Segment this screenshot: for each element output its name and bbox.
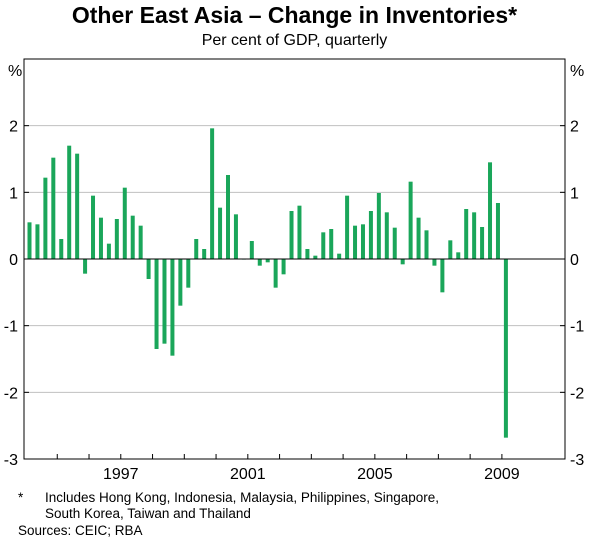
bar [472,212,477,259]
footnote: * Includes Hong Kong, Indonesia, Malaysi… [18,490,439,522]
bar [35,224,40,259]
bar [210,128,215,259]
bar [321,232,326,259]
bar [416,217,421,259]
bar [98,217,103,259]
bar [273,259,278,288]
x-tick-label: 2001 [230,466,266,483]
bar [146,259,151,279]
bar [138,225,143,259]
bar [281,259,286,275]
bar [345,195,350,259]
bar [432,259,437,266]
y-tick-label-left: 2 [9,119,18,136]
x-tick-label: 2009 [484,466,520,483]
bar [368,211,373,259]
sources: Sources: CEIC; RBA [18,523,143,538]
bar [114,219,119,259]
bar [360,224,365,259]
x-tick-label: 2005 [357,466,393,483]
bar [424,230,429,259]
bar [218,207,223,259]
y-tick-label-right: -2 [570,385,584,402]
bar [249,241,254,259]
bar [297,205,302,259]
bar [329,229,334,259]
bar [91,195,96,259]
bar [51,157,56,259]
y-tick-label-right: -1 [570,319,584,336]
bar [67,145,72,259]
x-tick-label: 1997 [103,466,139,483]
bar [43,177,48,259]
bar [495,203,500,259]
footnote-line-1: Includes Hong Kong, Indonesia, Malaysia,… [45,490,439,505]
right-axis-unit: % [570,63,584,80]
footnote-marker: * [18,490,24,505]
bar [353,225,358,259]
bar [313,255,318,259]
y-tick-label-right: 0 [570,252,579,269]
bar [448,240,453,259]
gridlines [24,125,565,393]
bar [122,187,127,259]
bar [376,193,381,259]
bar [337,253,342,259]
axis-ticks: -3 -3 -2 -2 -1 -1 0 0 1 1 2 2 1997 2001 2005 2009 [4,58,584,483]
bar [194,239,199,259]
y-tick-label-left: 1 [9,185,18,202]
chart-title: Other East Asia – Change in Inventories* [71,2,518,28]
bar [503,259,508,438]
bar [83,259,88,274]
bar [289,211,294,259]
chart-subtitle: Per cent of GDP, quarterly [201,32,388,49]
y-tick-label-left: -2 [4,385,18,402]
bar [226,175,230,259]
bar [456,252,461,259]
bar [464,209,469,259]
bars [27,128,508,438]
bar [186,259,191,288]
bar [75,153,80,259]
bar [400,259,405,265]
y-tick-label-left: 0 [9,252,18,269]
y-tick-label-right: 1 [570,185,579,202]
bar [384,212,389,259]
bar [305,249,310,259]
y-tick-label-left: -3 [4,452,18,469]
bar [480,227,485,259]
bar [27,222,32,259]
bar [408,181,413,259]
y-tick-label-right: 2 [570,119,579,136]
bar [170,259,175,356]
footnote-line-2: South Korea, Taiwan and Thailand [45,506,251,521]
bar [202,249,207,259]
bar [162,259,167,344]
left-axis-unit: % [8,63,22,80]
bar [257,259,262,266]
bar [265,259,270,263]
bar [130,215,135,259]
bar [392,227,397,259]
bar [488,162,493,259]
bar [233,214,238,259]
y-tick-label-left: -1 [4,319,18,336]
bar [59,239,64,259]
bar [178,259,183,306]
bar [106,243,111,259]
bar [154,259,159,349]
y-tick-label-right: -3 [570,452,584,469]
bar [440,259,445,293]
